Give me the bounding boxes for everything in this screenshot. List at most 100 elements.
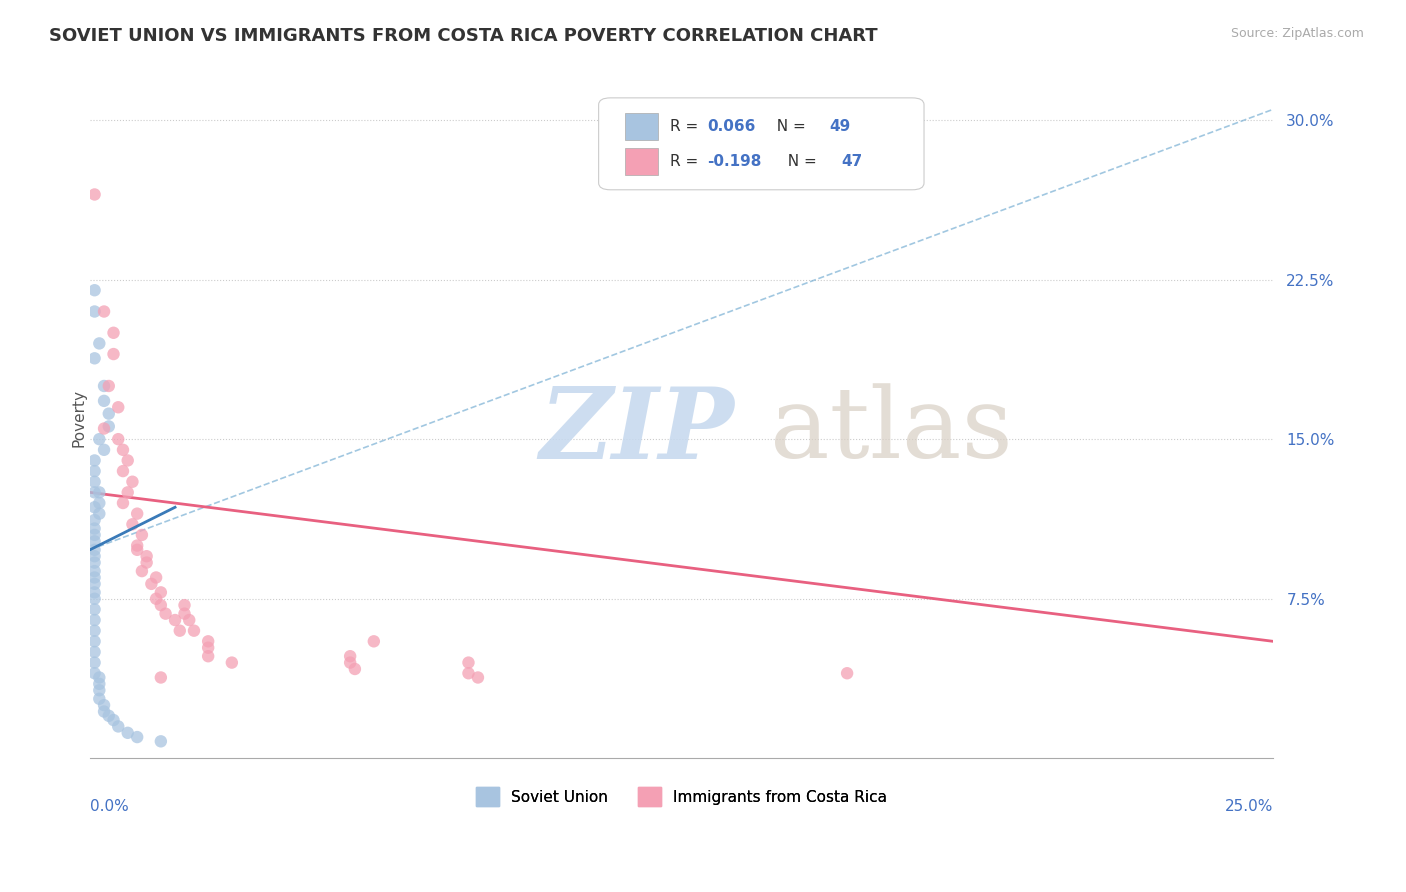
Point: [121, 517, 143, 532]
Point: [93, 442, 115, 457]
Point: [169, 624, 191, 638]
Point: [135, 556, 157, 570]
Point: [131, 528, 153, 542]
Point: [339, 649, 361, 664]
Point: [83, 577, 105, 591]
Point: [93, 304, 115, 318]
Point: [89, 432, 111, 446]
Point: [457, 656, 479, 670]
Point: [83, 528, 105, 542]
Point: [117, 726, 139, 740]
Point: [97, 419, 120, 434]
Point: [107, 719, 129, 733]
Point: [83, 656, 105, 670]
Point: [145, 591, 167, 606]
FancyBboxPatch shape: [624, 147, 658, 175]
Point: [111, 496, 134, 510]
FancyBboxPatch shape: [599, 98, 924, 190]
Point: [89, 671, 111, 685]
Point: [83, 585, 105, 599]
Point: [131, 564, 153, 578]
Point: [89, 677, 111, 691]
Point: [83, 591, 105, 606]
Point: [83, 602, 105, 616]
Point: [363, 634, 385, 648]
Point: [111, 464, 134, 478]
Point: [221, 656, 243, 670]
Point: [173, 607, 195, 621]
Point: [83, 534, 105, 549]
Point: [149, 585, 172, 599]
Text: -0.198: -0.198: [707, 153, 762, 169]
Point: [83, 464, 105, 478]
Point: [127, 507, 149, 521]
Point: [343, 662, 366, 676]
Point: [83, 666, 105, 681]
Point: [103, 326, 125, 340]
Text: N =: N =: [766, 119, 810, 134]
Text: 0.066: 0.066: [707, 119, 756, 134]
Point: [149, 734, 172, 748]
Point: [83, 613, 105, 627]
Point: [83, 453, 105, 467]
Point: [117, 485, 139, 500]
Point: [83, 549, 105, 564]
Point: [111, 442, 134, 457]
Point: [83, 542, 105, 557]
Y-axis label: Poverty: Poverty: [72, 389, 86, 447]
Point: [89, 683, 111, 698]
Point: [83, 570, 105, 584]
Point: [83, 500, 105, 515]
Point: [83, 351, 105, 366]
Point: [835, 666, 858, 681]
Point: [197, 634, 219, 648]
Point: [103, 347, 125, 361]
Text: R =: R =: [669, 119, 703, 134]
Point: [183, 624, 205, 638]
Point: [97, 379, 120, 393]
Text: 0.0%: 0.0%: [90, 799, 128, 814]
Text: N =: N =: [779, 153, 823, 169]
Text: 47: 47: [841, 153, 862, 169]
Text: 49: 49: [830, 119, 851, 134]
Point: [83, 564, 105, 578]
FancyBboxPatch shape: [624, 113, 658, 140]
Point: [83, 475, 105, 489]
Point: [145, 570, 167, 584]
Point: [339, 656, 361, 670]
Point: [127, 730, 149, 744]
Point: [93, 379, 115, 393]
Point: [83, 513, 105, 527]
Point: [97, 708, 120, 723]
Point: [83, 624, 105, 638]
Text: 25.0%: 25.0%: [1225, 799, 1272, 814]
Point: [163, 613, 186, 627]
Point: [149, 598, 172, 612]
Point: [83, 304, 105, 318]
Point: [155, 607, 177, 621]
Point: [83, 634, 105, 648]
Point: [127, 539, 149, 553]
Point: [149, 671, 172, 685]
Point: [83, 645, 105, 659]
Point: [127, 542, 149, 557]
Point: [93, 421, 115, 435]
Point: [83, 187, 105, 202]
Point: [135, 549, 157, 564]
Point: [83, 485, 105, 500]
Point: [173, 598, 195, 612]
Point: [107, 401, 129, 415]
Point: [83, 283, 105, 297]
Point: [83, 522, 105, 536]
Point: [93, 393, 115, 408]
Point: [467, 671, 489, 685]
Point: [121, 475, 143, 489]
Text: SOVIET UNION VS IMMIGRANTS FROM COSTA RICA POVERTY CORRELATION CHART: SOVIET UNION VS IMMIGRANTS FROM COSTA RI…: [49, 27, 877, 45]
Text: ZIP: ZIP: [540, 384, 734, 480]
Point: [89, 485, 111, 500]
Point: [83, 556, 105, 570]
Text: Source: ZipAtlas.com: Source: ZipAtlas.com: [1230, 27, 1364, 40]
Point: [89, 691, 111, 706]
Text: atlas: atlas: [770, 384, 1012, 479]
Point: [197, 649, 219, 664]
